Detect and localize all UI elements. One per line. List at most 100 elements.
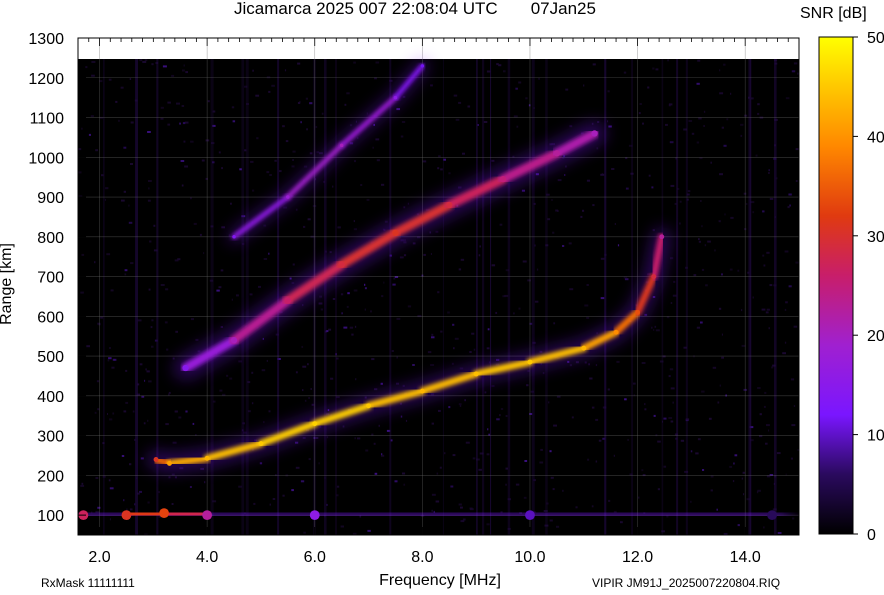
noise-speckle [733,480,734,482]
noise-speckle [786,97,790,99]
y-tick-label: 200 [37,468,64,485]
noise-speckle [308,397,310,399]
echo-point [205,456,210,461]
noise-speckle [148,187,150,189]
noise-speckle [756,155,758,157]
noise-speckle [721,273,722,275]
noise-speckle [379,425,381,427]
noise-speckle [85,66,87,68]
noise-speckle [396,357,398,359]
noise-speckle [282,125,285,127]
noise-speckle [202,160,205,162]
noise-speckle [540,449,543,451]
noise-speckle [343,426,345,428]
y-tick-label: 1300 [28,31,64,48]
noise-speckle [423,254,426,256]
noise-speckle [768,172,769,174]
noise-speckle [412,364,415,366]
noise-speckle [182,185,184,187]
noise-speckle [175,476,177,478]
noise-speckle [293,151,296,153]
echo-point [528,360,533,365]
noise-speckle [396,383,399,385]
noise-speckle [299,101,300,103]
noise-speckle [704,125,705,127]
noise-speckle [789,285,792,287]
noise-speckle [714,249,716,251]
noise-speckle [115,101,117,103]
noise-speckle [95,412,97,414]
noise-speckle [171,75,174,77]
noise-speckle [569,288,573,290]
noise-speckle [705,284,708,286]
noise-speckle [720,385,721,387]
noise-speckle [145,368,147,370]
noise-speckle [343,327,347,329]
echo-trace [78,508,777,520]
x-tick-label: 8.0 [411,549,433,566]
noise-speckle [698,238,700,240]
noise-speckle [729,466,732,468]
noise-speckle [107,413,108,415]
noise-speckle [124,191,126,193]
colorbar-tick-label: 20 [867,328,884,345]
noise-speckle [487,428,488,430]
noise-speckle [167,124,170,126]
noise-speckle [452,324,454,326]
noise-speckle [448,172,450,174]
noise-speckle [375,473,378,475]
y-tick-label: 400 [37,389,64,406]
noise-speckle [100,317,103,319]
noise-speckle [644,403,646,405]
noise-speckle [473,457,476,459]
noise-speckle [766,311,769,313]
x-tick-label: 2.0 [88,549,110,566]
noise-speckle [360,184,362,186]
noise-speckle [501,408,503,410]
noise-speckle [624,72,626,74]
echo-point [285,297,291,303]
colorbar-tick-label: 30 [867,229,884,246]
noise-speckle [487,347,490,349]
noise-speckle [355,437,356,439]
noise-speckle [226,375,228,377]
noise-speckle [96,477,99,479]
noise-speckle [138,319,142,321]
noise-speckle [141,457,144,459]
noise-speckle [184,65,185,67]
noise-speckle [484,121,488,123]
noise-speckle [485,391,487,393]
noise-speckle [498,64,501,66]
noise-speckle [517,126,519,128]
source-file-label: VIPIR JM91J_2025007220804.RIQ [592,576,780,590]
noise-speckle [670,141,674,143]
noise-speckle [535,301,539,303]
noise-speckle [258,286,261,288]
noise-speckle [148,200,151,202]
echo-point [500,176,506,182]
noise-speckle [572,416,574,418]
noise-speckle [527,279,531,281]
noise-speckle [737,270,739,272]
noise-speckle [381,453,382,455]
noise-speckle [487,71,491,73]
noise-speckle [792,518,794,520]
noise-speckle [195,339,198,341]
noise-speckle [440,467,442,469]
noise-speckle [794,326,798,328]
echo-point [767,510,777,520]
noise-speckle [89,134,91,136]
noise-speckle [112,413,114,415]
noise-stripe [389,59,391,535]
noise-speckle [694,274,697,276]
noise-speckle [355,378,356,380]
noise-speckle [642,123,644,125]
noise-speckle [746,203,748,205]
noise-speckle [110,487,114,489]
noise-speckle [125,269,128,271]
noise-speckle [428,351,431,353]
noise-speckle [506,484,507,486]
noise-speckle [319,303,323,305]
noise-speckle [438,410,441,412]
echo-point [182,365,188,371]
